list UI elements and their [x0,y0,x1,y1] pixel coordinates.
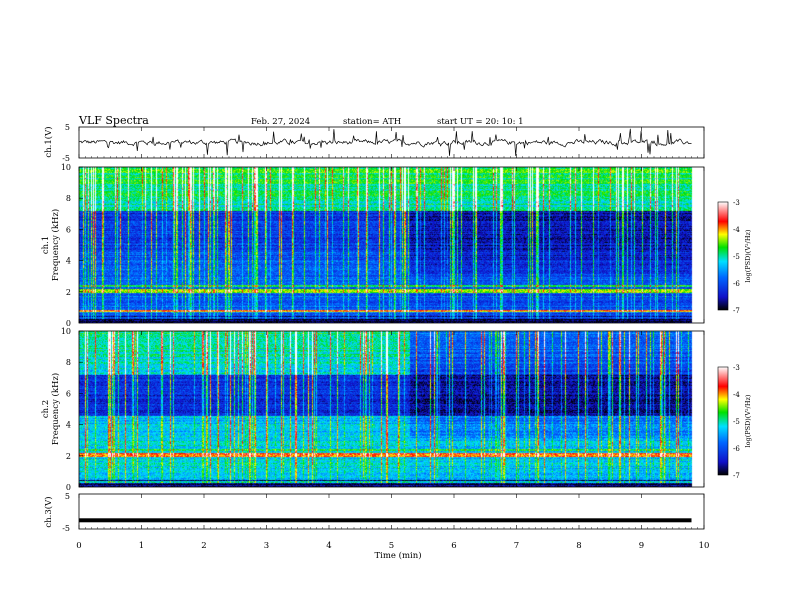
ch1-colorbar-label: log(PSD)(V²/Hz) [744,229,752,282]
ch1-spectrogram-panel: 0 2 4 6 8 10 ch.1 Frequency (kHz) [41,163,705,328]
ch2-colorbar-gradient [718,367,728,475]
frequency-tick-label: 4 [66,421,71,430]
frequency-tick-label: 10 [61,163,71,172]
ch1-colorbar-gradient [718,202,728,310]
ch1-spectrogram-image [79,167,704,323]
time-tick-label: 7 [514,541,519,551]
ch2-spectrogram-yticks: 0 2 4 6 8 10 [61,327,83,492]
frequency-tick-label: 2 [66,452,71,461]
ch1-waveform-ytick-bottom: -5 [62,154,70,163]
colorbar-tick-label: -4 [733,226,740,234]
frequency-tick-label: 6 [66,225,71,234]
time-tick-label: 4 [326,541,331,551]
ch1-waveform-frame [78,126,705,159]
time-tick-label: 1 [139,541,144,551]
time-axis-ticks: 0 1 2 3 4 5 6 7 8 9 10 [76,127,709,551]
ch1-spectrogram-ylabel-frequency: Frequency (kHz) [50,209,61,281]
ch3-waveform-ylabel: ch.3(V) [43,496,54,527]
time-tick-label: 5 [389,541,394,551]
ch2-colorbar: -3 -4 -5 -6 -7 log(PSD)(V²/Hz) [717,364,752,480]
colorbar-tick-label: -4 [733,391,740,399]
time-tick-label: 3 [264,541,269,551]
ch3-waveform-line [79,518,692,523]
ch2-spectrogram-panel: 0 2 4 6 8 10 ch.2 Frequency (kHz) [41,327,705,492]
ch2-colorbar-label: log(PSD)(V²/Hz) [744,394,752,447]
ch1-colorbar-ticks: -3 -4 -5 -6 -7 [733,199,740,315]
ch2-spectrogram-image [79,331,704,487]
ch3-waveform-ytick-top: 5 [65,492,70,501]
time-tick-label: 2 [201,541,206,551]
ch1-colorbar-frame [717,201,729,311]
ch1-waveform-panel: 5 -5 ch.1(V) [43,123,705,163]
time-tick-label: 6 [451,541,456,551]
time-tick-label: 8 [576,541,581,551]
frequency-tick-label: 8 [66,358,71,367]
frequency-tick-label: 6 [66,389,71,398]
frequency-tick-label: 0 [66,319,71,328]
time-tick-label: 10 [699,541,710,551]
date-label: Feb. 27, 2024 [251,117,310,127]
colorbar-tick-label: -6 [733,445,740,453]
ch3-waveform-frame [78,493,705,530]
frequency-tick-label: 2 [66,288,71,297]
ch2-colorbar-frame [717,366,729,476]
colorbar-tick-label: -5 [733,253,740,261]
colorbar-tick-label: -6 [733,280,740,288]
colorbar-tick-label: -5 [733,418,740,426]
ch2-colorbar-ticks: -3 -4 -5 -6 -7 [733,364,740,480]
ch1-waveform-ytick-top: 5 [65,123,70,132]
station-label: station= ATH [343,117,401,127]
colorbar-tick-label: -3 [733,364,740,372]
time-tick-label: 0 [76,541,81,551]
frequency-tick-label: 10 [61,327,71,336]
ch1-colorbar: -3 -4 -5 -6 -7 log(PSD)(V²/Hz) [717,199,752,315]
ch1-spectrogram-ylabel: ch.1 [41,236,51,254]
colorbar-tick-label: -7 [733,472,740,480]
time-axis-label: Time (min) [374,550,421,561]
ch2-spectrogram-ylabel: ch.2 [41,400,51,418]
frequency-tick-label: 8 [66,194,71,203]
ch1-waveform-line [78,128,692,156]
frequency-tick-label: 0 [66,483,71,492]
colorbar-tick-label: -7 [733,307,740,315]
ch1-waveform-ylabel: ch.1(V) [43,126,54,157]
ch3-waveform-panel: 5 -5 ch.3(V) [43,492,705,533]
colorbar-tick-label: -3 [733,199,740,207]
start-time-label: start UT = 20: 10: 1 [437,117,524,127]
time-tick-label: 9 [639,541,644,551]
figure-title: VLF Spectra [78,114,149,127]
frequency-tick-label: 4 [66,257,71,266]
ch2-spectrogram-ylabel-frequency: Frequency (kHz) [50,373,61,445]
ch3-waveform-ytick-bottom: -5 [62,524,70,533]
ch1-spectrogram-yticks: 0 2 4 6 8 10 [61,163,83,328]
